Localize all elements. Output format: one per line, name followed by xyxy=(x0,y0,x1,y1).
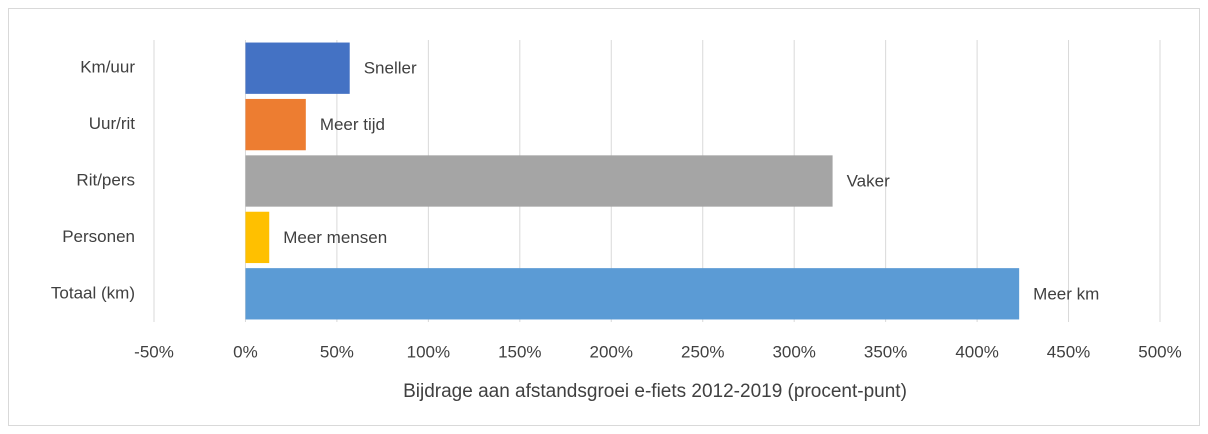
x-tick-label: 150% xyxy=(498,342,541,361)
x-tick-label: 450% xyxy=(1047,342,1090,361)
bar-annotation: Sneller xyxy=(364,59,417,78)
x-axis-title: Bijdrage aan afstandsgroei e-fiets 2012-… xyxy=(403,381,907,402)
x-tick-label: 50% xyxy=(320,342,354,361)
x-tick-label: 200% xyxy=(590,342,633,361)
y-tick-label: Personen xyxy=(62,227,135,246)
bar xyxy=(245,211,270,264)
x-tick-label: 0% xyxy=(233,342,258,361)
y-tick-label: Km/uur xyxy=(80,58,135,77)
bar xyxy=(245,268,1020,320)
y-tick-label: Totaal (km) xyxy=(51,283,135,302)
bar-annotation: Meer mensen xyxy=(283,228,387,247)
bar xyxy=(245,155,833,207)
x-tick-label: 500% xyxy=(1138,342,1181,361)
bar xyxy=(245,98,306,151)
x-tick-label: 350% xyxy=(864,342,907,361)
bar-annotation: Meer tijd xyxy=(320,115,385,134)
y-tick-label: Rit/pers xyxy=(76,170,135,189)
y-tick-label: Uur/rit xyxy=(89,114,136,133)
bar-annotation: Meer km xyxy=(1033,284,1099,303)
x-tick-label: 250% xyxy=(681,342,724,361)
x-tick-label: 300% xyxy=(772,342,815,361)
bar-annotation: Vaker xyxy=(847,171,890,190)
chart-border xyxy=(8,8,1200,426)
x-tick-label: 100% xyxy=(407,342,450,361)
x-tick-label: -50% xyxy=(134,342,174,361)
x-tick-label: 400% xyxy=(955,342,998,361)
bar xyxy=(245,42,350,94)
